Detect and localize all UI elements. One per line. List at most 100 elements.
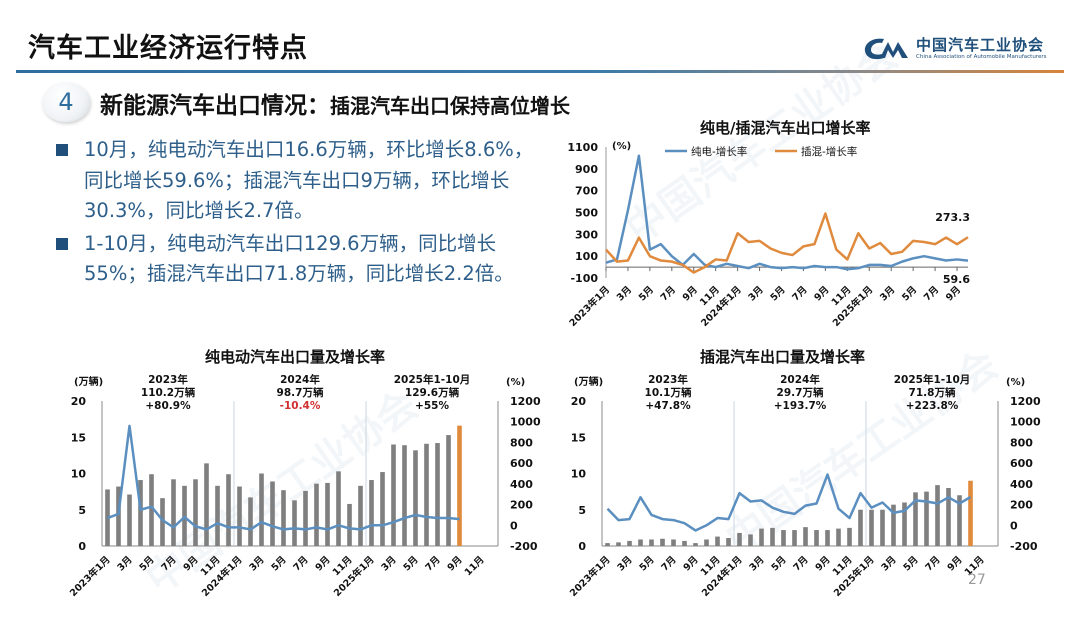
right-y-tick-label: 0 (510, 519, 518, 532)
left-y-tick-label: 15 (571, 431, 586, 444)
left-y-axis-unit: (万辆) (574, 375, 603, 388)
export-volume-bar (748, 534, 753, 546)
right-y-tick-label: 1000 (510, 416, 541, 429)
y-axis-unit: (%) (612, 141, 631, 152)
right-y-tick-label: 1200 (510, 395, 541, 408)
export-volume-bar (446, 435, 451, 546)
x-tick-label: 5月 (637, 284, 656, 303)
export-volume-bar (138, 480, 143, 546)
y-tick-label: 900 (575, 163, 598, 176)
x-tick-label: 3月 (879, 554, 898, 573)
period-annotation: 2023年 (648, 373, 688, 386)
export-volume-bar (424, 443, 429, 546)
export-volume-bar (171, 479, 176, 546)
right-y-tick-label: 1200 (1010, 395, 1041, 408)
period-annotation: 71.8万辆 (909, 386, 956, 399)
right-y-axis-unit: (%) (506, 377, 525, 388)
export-volume-bar (693, 543, 698, 546)
x-tick-label: 5月 (269, 554, 288, 573)
export-volume-bar (259, 473, 264, 546)
left-y-tick-label: 0 (78, 540, 86, 553)
slide-title: 汽车工业经济运行特点 (28, 33, 308, 64)
export-volume-bar (237, 486, 242, 546)
y-tick-label: 500 (575, 207, 598, 220)
x-tick-label: 3月 (247, 554, 266, 573)
right-y-tick-label: 400 (510, 478, 533, 491)
x-tick-label: 9月 (944, 284, 963, 303)
growth-chart-title: 纯电/插混汽车出口增长率 (700, 119, 871, 137)
left-y-axis-unit: (万辆) (74, 375, 103, 388)
export-volume-bar (880, 509, 885, 546)
export-volume-bar (715, 536, 720, 546)
export-volume-bar (638, 539, 643, 546)
left-y-tick-label: 10 (71, 468, 87, 481)
export-volume-bar (347, 503, 352, 546)
x-tick-label: 2023年1月 (67, 554, 112, 599)
left-y-tick-label: 5 (578, 504, 586, 517)
export-volume-bar (935, 485, 940, 546)
period-annotation: 10.1万辆 (645, 386, 692, 399)
export-volume-bar (726, 538, 731, 546)
right-y-tick-label: 600 (510, 457, 533, 470)
export-volume-bar (770, 527, 775, 546)
x-tick-label: 7月 (922, 284, 941, 303)
period-annotation: +193.7% (774, 400, 827, 412)
x-tick-label: 5月 (769, 554, 788, 573)
section-number: 4 (58, 88, 74, 116)
logo: 中国汽车工业协会 China Association of Automobile… (862, 36, 1046, 62)
y-tick-label: 300 (575, 228, 598, 241)
x-tick-label: 2023年1月 (567, 284, 612, 329)
highlight-bar (968, 480, 973, 546)
period-annotation: 2025年1-10月 (894, 373, 971, 386)
export-volume-bar (891, 504, 896, 546)
x-tick-label: 3月 (878, 284, 897, 303)
legend-label: 插混-增长率 (801, 145, 857, 158)
export-volume-bar (402, 445, 407, 546)
x-tick-label: 7月 (923, 554, 942, 573)
export-volume-bar (215, 485, 220, 546)
period-annotation: 2025年1-10月 (394, 373, 471, 386)
period-annotation: +223.8% (906, 400, 959, 412)
period-annotation: 129.6万辆 (405, 386, 460, 399)
export-volume-bar (649, 539, 654, 546)
left-y-tick-label: 5 (78, 504, 86, 517)
period-annotation: +80.9% (145, 400, 191, 412)
right-y-tick-label: -200 (1010, 540, 1038, 553)
period-annotation: 2023年 (148, 373, 188, 386)
right-y-tick-label: 200 (1010, 499, 1033, 512)
export-volume-bar (869, 509, 874, 546)
export-volume-bar (902, 502, 907, 546)
x-tick-label: 5月 (901, 554, 920, 573)
x-tick-label: 3月 (747, 284, 766, 303)
phev-chart-title: 插混汽车出口量及增长率 (700, 348, 866, 366)
export-volume-bar (616, 542, 621, 546)
export-volume-bar (924, 491, 929, 546)
x-tick-label: 5月 (401, 554, 420, 573)
x-tick-label: 5月 (137, 554, 156, 573)
bullet-list: 10月，纯电动汽车出口16.6万辆，环比增长8.6%，同比增长59.6%；插混汽… (52, 135, 542, 292)
export-volume-bar (281, 490, 286, 546)
y-tick-label: 1100 (567, 141, 598, 154)
cm-logo-icon (864, 38, 908, 60)
data-label-phev-last: 273.3 (935, 211, 970, 224)
export-volume-bar (413, 450, 418, 546)
phev-export-chart: 0 5 10 15 20 -200 0 200 400 600 800 1000 1200 (万辆) (%)… (567, 373, 1041, 599)
section-title-main: 新能源汽车出口情况： (100, 93, 330, 119)
period-annotation: 2024年 (280, 373, 320, 386)
x-tick-label: 2023年1月 (567, 554, 612, 599)
header-divider (16, 70, 1064, 73)
period-annotation: 2024年 (780, 373, 820, 386)
legend-label: 纯电-增长率 (691, 145, 747, 158)
growth-rate-line (606, 473, 972, 532)
section-title: 新能源汽车出口情况：插混汽车出口保持高位增长 (100, 86, 570, 120)
export-volume-bar (605, 543, 610, 546)
x-tick-label: 3月 (615, 284, 634, 303)
growth-rate-line (107, 424, 460, 531)
right-y-tick-label: 400 (1010, 478, 1033, 491)
export-volume-bar (847, 527, 852, 546)
bev-export-chart: 0 5 10 15 20 -200 0 200 400 600 800 1000 1200 (万辆) (%)… (67, 373, 541, 599)
x-tick-label: 11月 (463, 554, 487, 578)
period-annotation: 98.7万辆 (277, 386, 324, 399)
logo-text-en: China Association of Automobile Manufact… (916, 54, 1047, 60)
